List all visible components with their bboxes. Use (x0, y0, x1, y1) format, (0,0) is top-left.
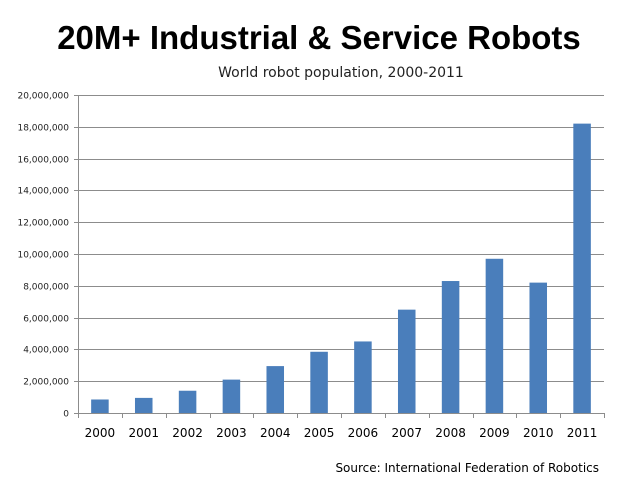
bar-2000 (91, 399, 109, 413)
bars (91, 123, 591, 414)
grid-lines (78, 95, 604, 382)
bar-2008 (441, 281, 460, 413)
x-tick-label: 2004 (260, 426, 291, 440)
bar-2002 (178, 390, 197, 413)
source-note: Source: International Federation of Robo… (335, 461, 599, 475)
x-axis-tick-labels: 2000 2001 2002 2003 2004 2005 2006 2007 2008 2009… (85, 426, 598, 440)
y-axis-tick-labels: 0 2,000,000 4,000,000 6,000,000 8,000,000 10,… (17, 92, 69, 420)
x-tick-label: 2000 (85, 426, 116, 440)
y-tick-label: 16,000,000 (17, 156, 69, 166)
bar-2004 (266, 366, 285, 413)
bar-2010 (529, 282, 548, 413)
y-tick-label: 18,000,000 (17, 124, 69, 134)
x-tick-label: 2008 (435, 426, 466, 440)
y-tick-label: 10,000,000 (17, 251, 69, 261)
bar-2005 (310, 351, 328, 413)
axes (74, 95, 605, 418)
x-tick-label: 2007 (391, 426, 422, 440)
bar-2001 (134, 397, 153, 413)
y-tick-label: 6,000,000 (23, 315, 69, 325)
y-tick-label: 0 (63, 410, 69, 420)
y-tick-label: 12,000,000 (17, 219, 69, 229)
x-tick-label: 2009 (479, 426, 510, 440)
y-tick-label: 4,000,000 (23, 346, 69, 356)
x-tick-label: 2001 (128, 426, 159, 440)
x-tick-label: 2005 (304, 426, 335, 440)
chart-title: World robot population, 2000-2011 (218, 65, 464, 81)
y-tick-label: 14,000,000 (17, 187, 69, 197)
bar-2003 (222, 379, 241, 413)
y-tick-label: 2,000,000 (23, 378, 69, 388)
x-tick-label: 2010 (523, 426, 554, 440)
x-tick-label: 2003 (216, 426, 247, 440)
x-tick-label: 2011 (567, 426, 598, 440)
x-tick-label: 2002 (172, 426, 203, 440)
y-tick-label: 8,000,000 (23, 283, 69, 293)
bar-2009 (485, 258, 504, 413)
bar-2011 (573, 123, 591, 414)
x-tick-label: 2006 (348, 426, 379, 440)
bar-2006 (354, 341, 372, 413)
bar-2007 (397, 309, 416, 413)
y-tick-label: 20,000,000 (17, 92, 69, 102)
slide-title: 20M+ Industrial & Service Robots (57, 19, 581, 56)
